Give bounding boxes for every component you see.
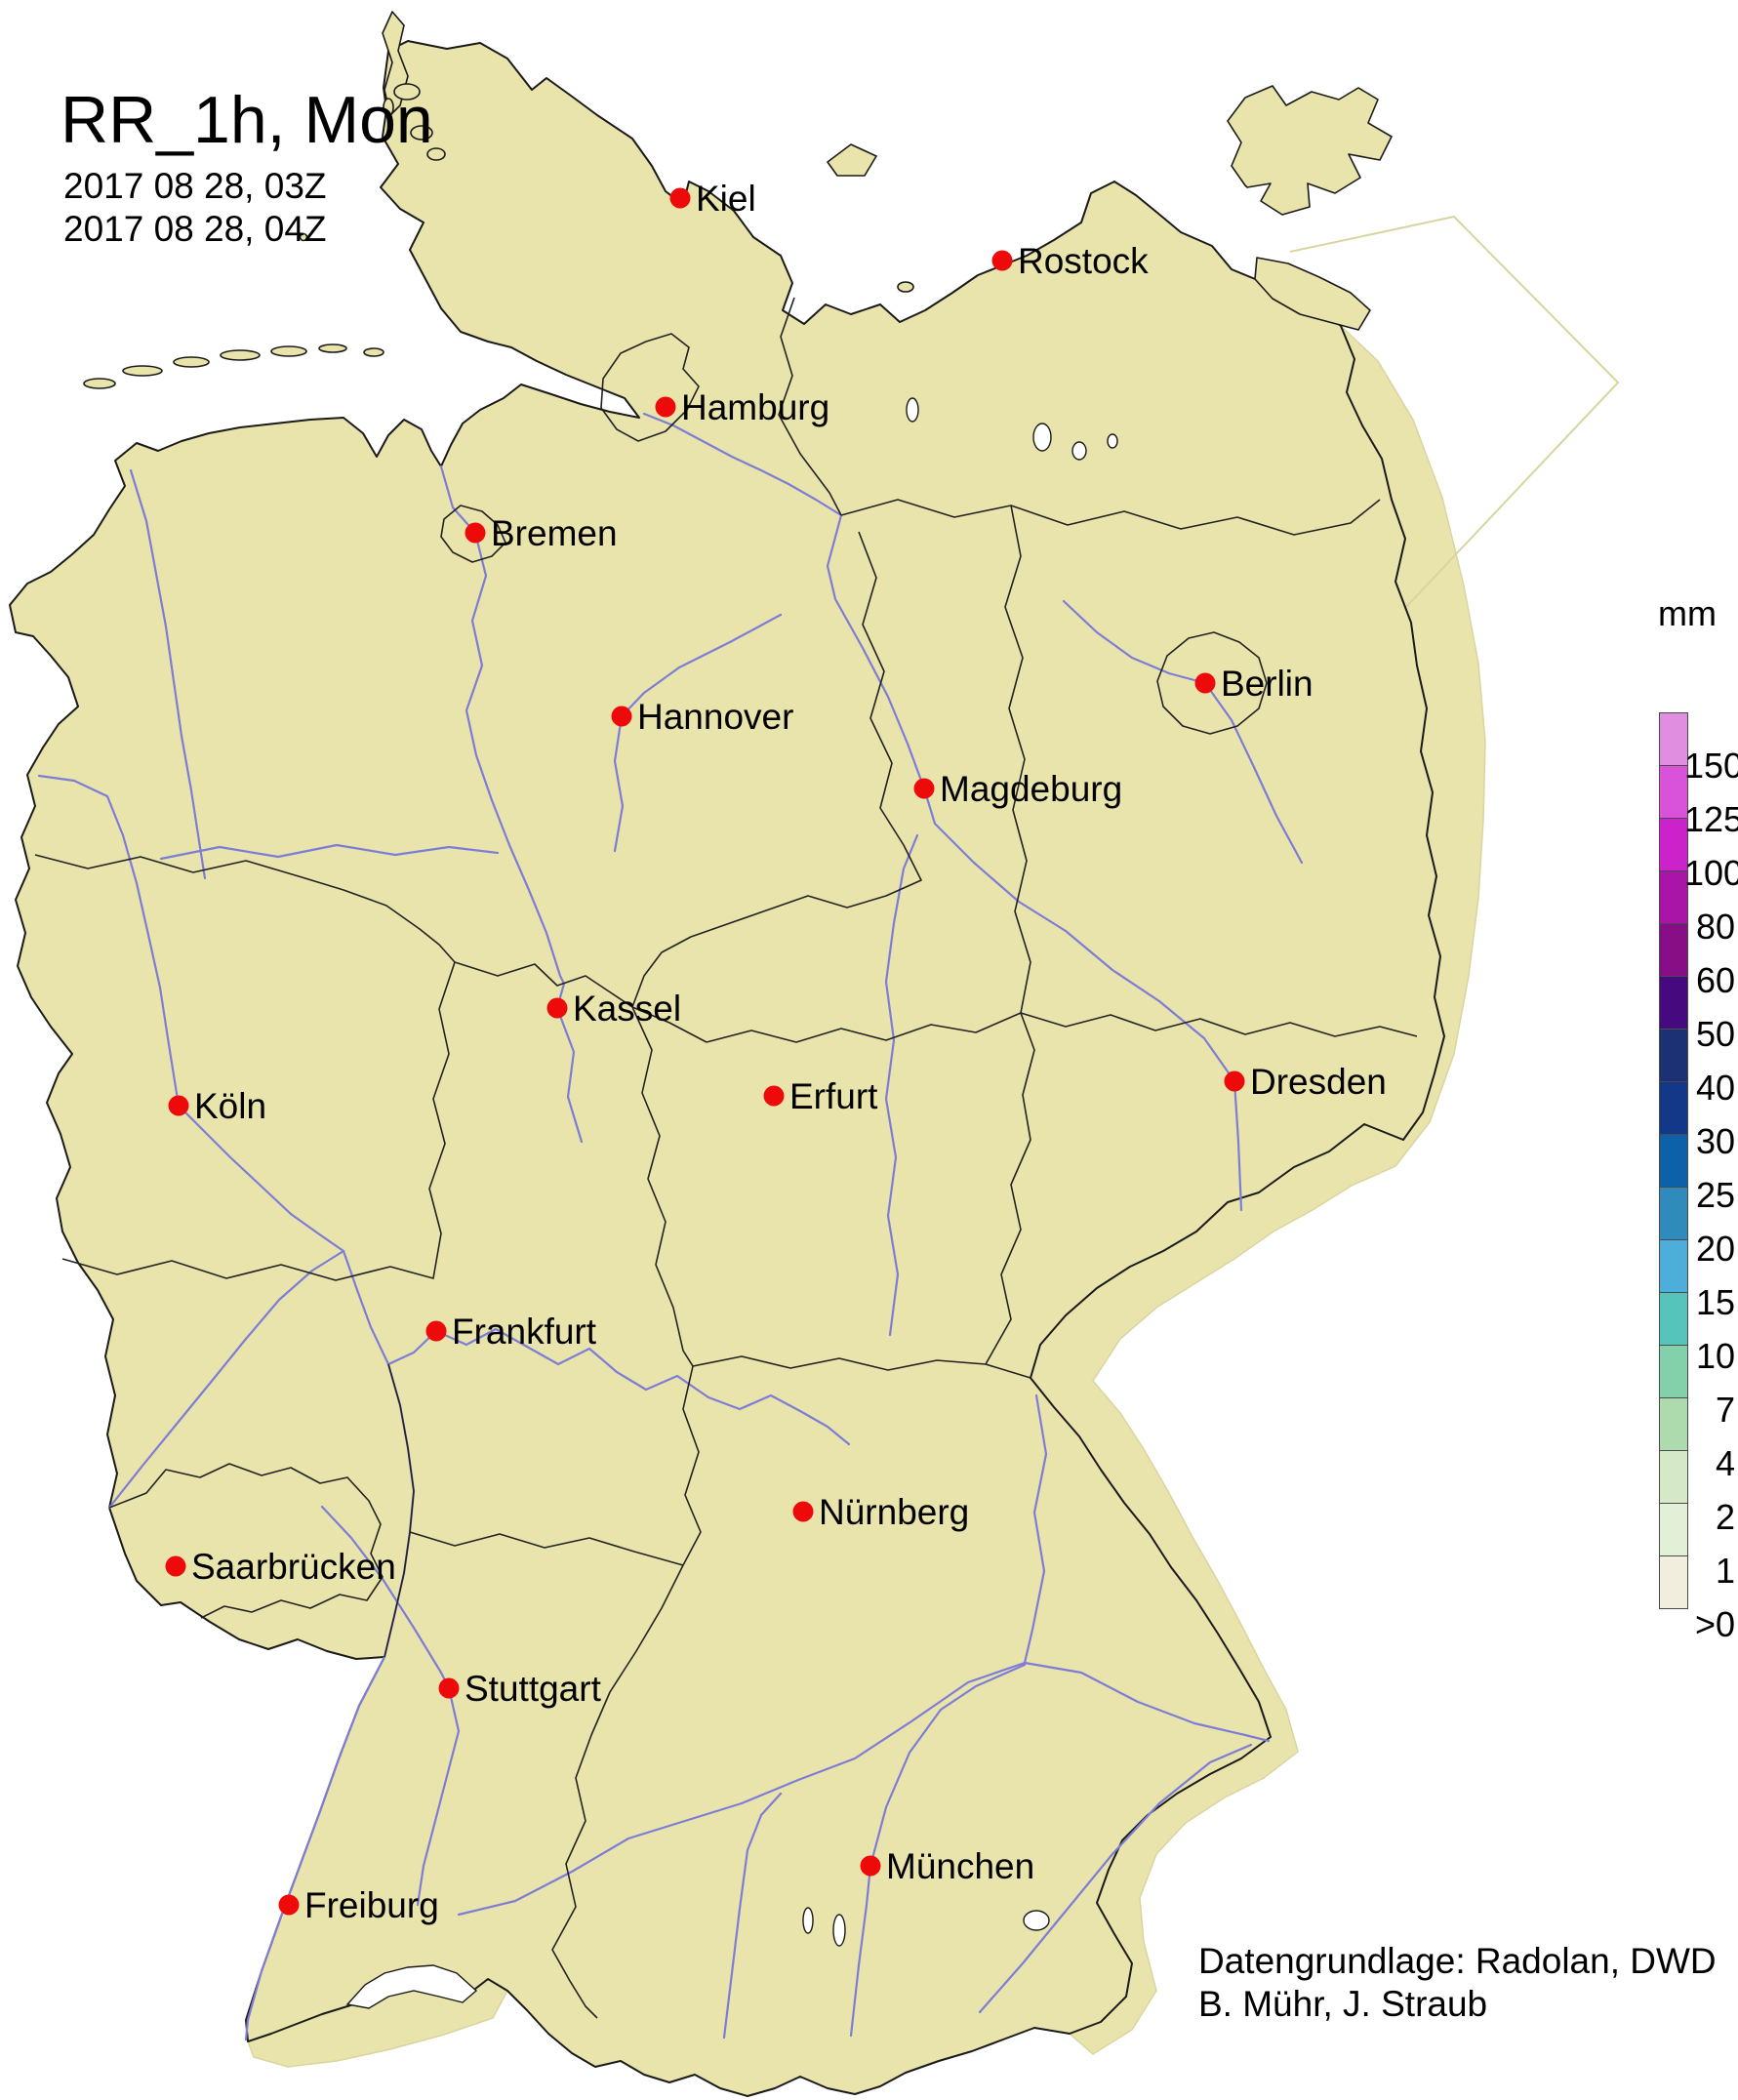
legend-swatch-14 <box>1659 1450 1688 1504</box>
city-label-Frankfurt: Frankfurt <box>452 1312 597 1352</box>
legend-swatch-1 <box>1659 765 1688 819</box>
germany-outline <box>9 40 1445 2097</box>
city-label-Nürnberg: Nürnberg <box>819 1492 969 1532</box>
city-label-Kiel: Kiel <box>696 179 756 219</box>
city-dot-Nürnberg <box>792 1501 814 1522</box>
city-label-Kassel: Kassel <box>573 989 681 1029</box>
legend-swatch-16 <box>1659 1555 1688 1609</box>
city-dot-Kassel <box>546 997 568 1019</box>
legend-label-15: 15 <box>1695 1282 1735 1322</box>
legend-swatch-12 <box>1659 1345 1688 1398</box>
legend-label-1: 1 <box>1715 1551 1735 1591</box>
legend-label-50: 50 <box>1695 1014 1735 1054</box>
legend-label-100: 100 <box>1684 853 1738 893</box>
legend-label-60: 60 <box>1695 960 1735 1000</box>
radar-domain-edge <box>1289 215 1620 626</box>
legend-swatch-4 <box>1659 923 1688 977</box>
city-label-Erfurt: Erfurt <box>789 1076 878 1116</box>
city-label-Magdeburg: Magdeburg <box>940 769 1122 809</box>
city-markers: Kiel Rostock Hamburg Bremen Hannover Berlin Ma… <box>165 179 1387 1925</box>
city-label-Stuttgart: Stuttgart <box>465 1669 602 1709</box>
attribution-line-source: Datengrundlage: Radolan, DWD <box>1198 1941 1717 1981</box>
city-dot-Bremen <box>465 522 486 544</box>
city-dot-Frankfurt <box>425 1320 447 1342</box>
city-dot-Stuttgart <box>438 1677 460 1699</box>
rivers <box>37 412 1304 2041</box>
legend-swatch-6 <box>1659 1029 1688 1082</box>
islands <box>83 11 1393 389</box>
legend-swatch-5 <box>1659 976 1688 1030</box>
city-label-Bremen: Bremen <box>491 513 618 553</box>
attribution-line-authors: B. Mühr, J. Straub <box>1198 1984 1488 2024</box>
state-borders <box>34 297 1418 2019</box>
city-label-Rostock: Rostock <box>1018 241 1149 281</box>
attribution: Datengrundlage: Radolan, DWD B. Mühr, J.… <box>1198 1940 1717 2026</box>
city-dot-Erfurt <box>763 1085 785 1107</box>
legend-label-30: 30 <box>1695 1121 1735 1161</box>
legend-swatch-2 <box>1659 818 1688 871</box>
legend-swatch-10 <box>1659 1239 1688 1293</box>
city-dot-Magdeburg <box>913 778 935 799</box>
legend-swatch-3 <box>1659 870 1688 924</box>
city-label-Köln: Köln <box>194 1086 266 1126</box>
legend-swatch-9 <box>1659 1187 1688 1240</box>
city-dot-Hamburg <box>655 396 676 418</box>
legend-unit-label: mm <box>1658 593 1717 633</box>
legend-label-40: 40 <box>1695 1068 1735 1108</box>
city-dot-Dresden <box>1224 1070 1245 1092</box>
legend-label-25: 25 <box>1695 1175 1735 1215</box>
city-dot-München <box>860 1855 881 1877</box>
legend-label-10: 10 <box>1695 1336 1735 1376</box>
city-dot-Rostock <box>991 250 1013 271</box>
lakes <box>345 397 1118 2009</box>
legend-label-150: 150 <box>1684 746 1738 786</box>
city-label-Berlin: Berlin <box>1221 664 1314 704</box>
city-label-Hannover: Hannover <box>637 697 793 737</box>
city-label-München: München <box>886 1846 1034 1886</box>
page-title: RR_1h, Mon <box>61 83 433 157</box>
city-label-Freiburg: Freiburg <box>304 1885 439 1925</box>
legend-color-bar <box>1659 712 1688 1609</box>
city-dot-Köln <box>168 1095 189 1116</box>
city-dot-Kiel <box>669 187 691 209</box>
date-line-end: 2017 08 28, 04Z <box>63 209 327 249</box>
legend-swatch-8 <box>1659 1134 1688 1188</box>
legend-label-125: 125 <box>1684 799 1738 839</box>
legend-label-80: 80 <box>1695 907 1735 947</box>
city-label-Dresden: Dresden <box>1250 1062 1387 1102</box>
legend-label-2: 2 <box>1715 1497 1735 1537</box>
legend-label->0: >0 <box>1694 1604 1735 1644</box>
city-label-Hamburg: Hamburg <box>681 387 829 427</box>
legend-label-4: 4 <box>1715 1443 1735 1483</box>
legend-label-20: 20 <box>1695 1229 1735 1269</box>
city-dot-Freiburg <box>278 1894 300 1916</box>
date-line-start: 2017 08 28, 03Z <box>63 166 327 206</box>
city-dot-Berlin <box>1194 672 1216 694</box>
city-dot-Saarbrücken <box>165 1555 186 1577</box>
legend-label-7: 7 <box>1715 1390 1735 1430</box>
legend-swatch-13 <box>1659 1397 1688 1451</box>
city-dot-Hannover <box>611 706 632 727</box>
city-label-Saarbrücken: Saarbrücken <box>191 1547 396 1587</box>
